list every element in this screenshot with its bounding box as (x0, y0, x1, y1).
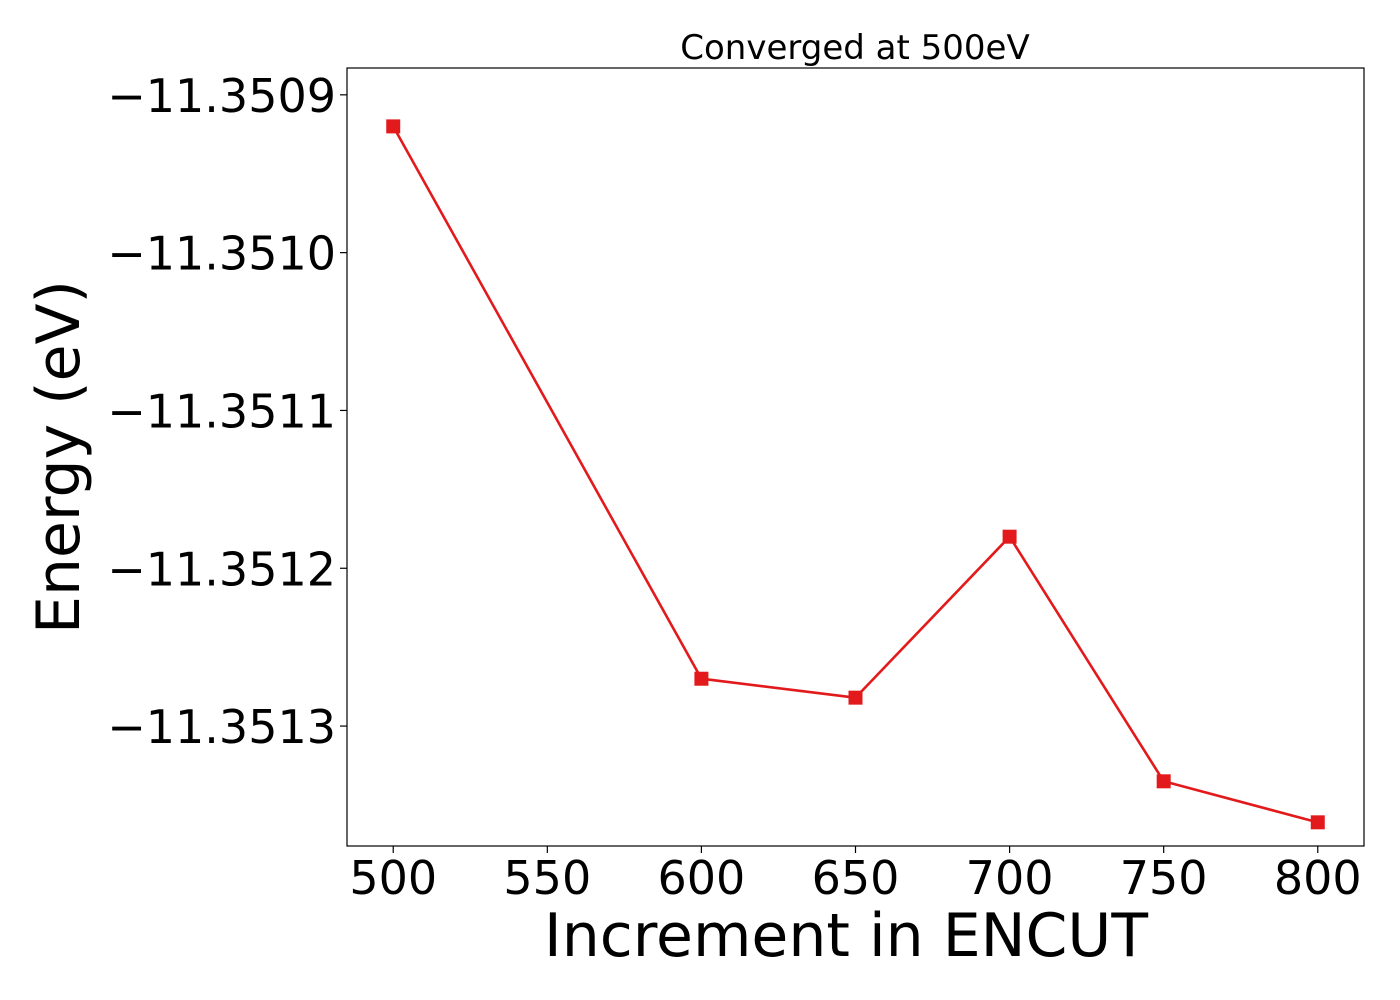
data-point-marker (1156, 774, 1171, 789)
y-axis-label: Energy (eV) (24, 280, 94, 634)
y-tick-label: −11.3512 (107, 542, 336, 596)
x-tick-label: 800 (1274, 851, 1362, 905)
x-tick-label: 650 (812, 851, 900, 905)
y-tick-label: −11.3510 (107, 227, 336, 281)
data-point-marker (386, 119, 401, 134)
y-tick-label: −11.3511 (107, 384, 336, 438)
data-point-marker (1310, 815, 1325, 830)
data-point-marker (694, 671, 709, 686)
x-axis-label: Increment in ENCUT (544, 901, 1148, 971)
y-tick-label: −11.3509 (107, 69, 336, 123)
series-line (392, 125, 1319, 824)
x-tick-label: 600 (658, 851, 746, 905)
y-tick-label: −11.3513 (107, 700, 336, 754)
data-point-marker (848, 690, 863, 705)
x-tick-label: 550 (503, 851, 591, 905)
x-tick-label: 750 (1120, 851, 1208, 905)
series-layer (386, 119, 1325, 830)
ticks-layer: 500 550 600 650 700 750 800 −11.3509 −11.3510 −11… (107, 69, 1361, 905)
data-point-marker (1002, 529, 1017, 544)
plot-area-background (347, 68, 1364, 846)
x-tick-label: 700 (966, 851, 1054, 905)
chart-title: Converged at 500eV (680, 28, 1029, 68)
plot-area-frame (346, 67, 1365, 847)
x-tick-label: 500 (349, 851, 437, 905)
